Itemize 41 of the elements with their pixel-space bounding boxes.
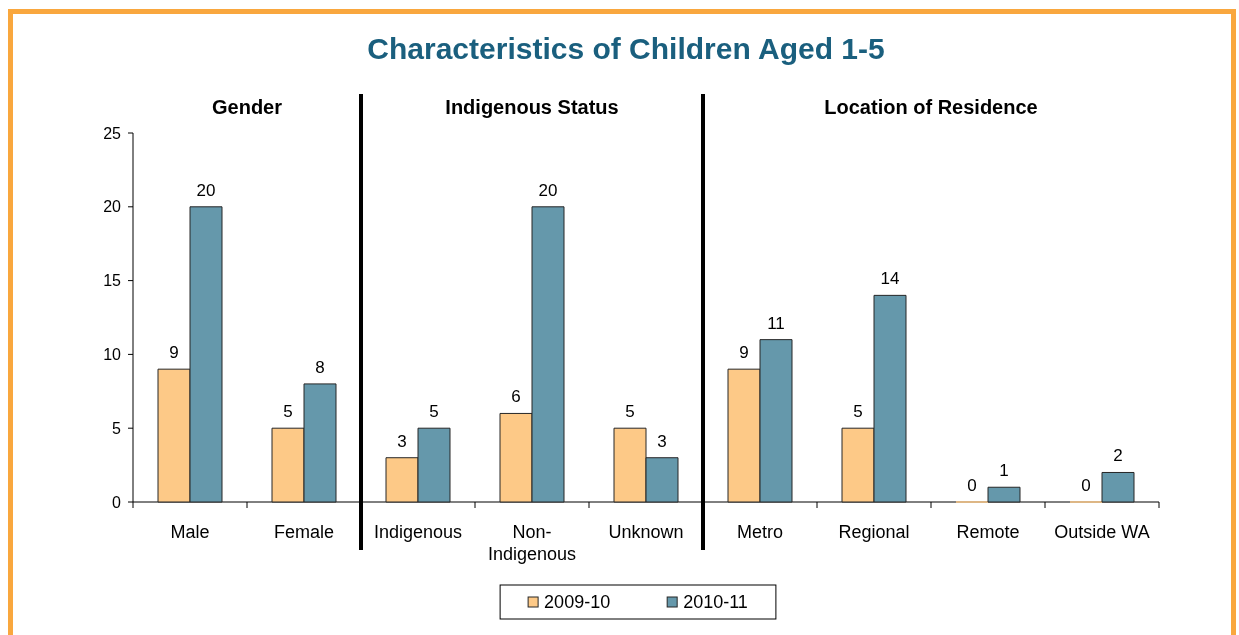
data-label: 5 (625, 402, 635, 422)
x-tick-label: Non-Indigenous (487, 522, 577, 564)
y-tick-label: 10 (103, 345, 122, 363)
x-tick-label: Metro (736, 522, 784, 542)
bar (987, 486, 1021, 503)
data-label: 20 (538, 180, 558, 200)
data-label: 9 (739, 343, 749, 363)
data-label: 0 (967, 476, 977, 495)
data-label: 3 (657, 431, 667, 451)
data-label: 5 (853, 402, 863, 422)
data-label: 8 (315, 357, 325, 377)
data-label: 5 (429, 402, 439, 422)
data-label: 6 (511, 387, 521, 407)
y-tick-label: 5 (112, 419, 122, 437)
data-label: 0 (1081, 476, 1091, 495)
x-tick-label: Outside WA (1054, 522, 1150, 542)
x-tick-label: Regional (838, 522, 910, 542)
legend-label: 2010-11 (683, 592, 748, 612)
legend-label: 2009-10 (544, 592, 611, 612)
y-tick-label: 25 (103, 124, 122, 142)
data-label: 2 (1113, 446, 1123, 466)
y-tick-label: 20 (103, 198, 122, 216)
data-label: 5 (283, 402, 293, 422)
text: Location of Residence (824, 96, 1038, 118)
x-tick-label: Remote (956, 522, 1020, 542)
data-label: 9 (169, 343, 179, 363)
x-tick-label: Female (273, 522, 335, 542)
data-label: 14 (880, 269, 900, 289)
y-tick-label: 15 (103, 272, 122, 290)
x-tick-label: Unknown (608, 522, 684, 542)
data-label: 11 (767, 313, 785, 333)
data-label: 1 (999, 461, 1009, 481)
text: Indigenous Status (445, 96, 619, 118)
bar (1101, 471, 1135, 503)
data-label: 20 (196, 180, 216, 200)
y-tick-label: 0 (112, 493, 122, 511)
chart-title: Characteristics of Children Aged 1-5 (367, 32, 885, 65)
text: Gender (211, 96, 283, 118)
x-tick-label: Male (170, 522, 210, 542)
data-label: 3 (397, 431, 407, 451)
x-tick-label: Indigenous (373, 522, 463, 542)
